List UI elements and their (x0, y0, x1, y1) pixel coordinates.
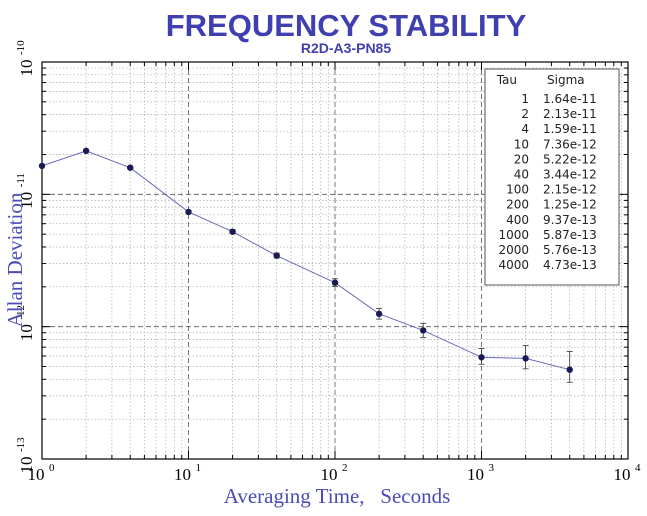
x-tick-label-exponent: 3 (489, 462, 495, 474)
chart-title: FREQUENCY STABILITY (166, 8, 527, 43)
x-axis-label: Averaging Time, Seconds (224, 484, 451, 508)
x-tick-label: 10 (174, 465, 191, 484)
legend-tau-value: 40 (514, 168, 529, 182)
series-line (41, 150, 570, 371)
legend-sigma-value: 2.13e-11 (543, 107, 597, 121)
y-tick-label-exponent: -13 (15, 437, 27, 452)
legend-header-sigma: Sigma (547, 73, 585, 87)
x-tick-label-exponent: 4 (635, 462, 641, 474)
legend-tau-value: 1000 (498, 228, 529, 242)
data-series (38, 147, 573, 383)
legend-tau-value: 10 (514, 137, 529, 151)
y-tick-label-group: 10-13 (15, 437, 36, 474)
legend-tau-value: 4 (521, 122, 529, 136)
data-point (229, 228, 236, 235)
data-point (478, 354, 485, 361)
y-tick-label-group: 10-12 (15, 305, 36, 341)
legend-tau-value: 4000 (498, 258, 529, 272)
chart-subtitle: R2D-A3-PN85 (301, 40, 391, 56)
data-point (331, 279, 339, 286)
legend-sigma-value: 9.37e-13 (543, 213, 597, 227)
y-tick-label-group: 10-10 (15, 40, 36, 77)
y-axis-label: Allan Deviation (3, 192, 27, 327)
legend-sigma-value: 4.73e-13 (543, 258, 597, 272)
legend-box (484, 68, 620, 286)
legend-sigma-value: 1.59e-11 (543, 122, 597, 136)
legend-sigma-value: 5.76e-13 (543, 243, 597, 257)
legend-sigma-value: 5.22e-12 (543, 152, 597, 166)
legend-sigma-value: 1.64e-11 (543, 92, 597, 106)
y-tick-label: 10 (17, 60, 36, 77)
legend-sigma-value: 1.25e-12 (543, 198, 597, 212)
legend-tau-value: 100 (506, 183, 529, 197)
data-point (375, 310, 383, 318)
y-tick-label: 10 (17, 324, 36, 341)
x-tick-label: 10 (28, 465, 45, 484)
legend-tau-value: 2 (521, 107, 529, 121)
y-tick-label-exponent: -12 (15, 305, 27, 320)
y-tick-label-exponent: -10 (15, 40, 27, 55)
data-point (420, 327, 427, 334)
data-point (82, 147, 90, 155)
legend-sigma-value: 7.36e-12 (543, 137, 597, 151)
data-point (273, 252, 280, 259)
legend-tau-value: 200 (506, 198, 529, 212)
x-tick-label-exponent: 1 (196, 462, 202, 474)
legend-table: Tau Sigma 1 1.64e-11 2 2.13e-11 4 1.59e-11 10 7.3… (484, 68, 620, 286)
legend-header-tau: Tau (496, 73, 517, 87)
legend-tau-value: 2000 (498, 243, 529, 257)
x-tick-label: 10 (467, 465, 484, 484)
x-tick-label-exponent: 0 (49, 462, 55, 474)
x-tick-label: 10 (614, 465, 631, 484)
data-point (127, 164, 134, 171)
x-tick-label: 10 (321, 465, 338, 484)
data-point (185, 208, 192, 216)
legend-sigma-value: 5.87e-13 (543, 228, 597, 242)
y-tick-label-exponent: -11 (15, 173, 27, 187)
legend-tau-value: 20 (514, 152, 529, 166)
legend-tau-value: 400 (506, 213, 529, 227)
legend-tau-value: 1 (521, 92, 529, 106)
data-point (566, 366, 573, 373)
data-point (38, 162, 46, 170)
y-tick-label-group: 10-11 (15, 173, 36, 209)
x-tick-label-exponent: 2 (342, 462, 348, 474)
legend-sigma-value: 2.15e-12 (543, 183, 597, 197)
legend-sigma-value: 3.44e-12 (543, 168, 597, 182)
y-tick-label: 10 (17, 192, 36, 209)
y-tick-label: 10 (17, 457, 36, 474)
data-point (522, 355, 529, 362)
